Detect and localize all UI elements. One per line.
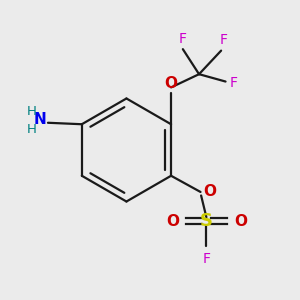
Text: O: O bbox=[203, 184, 216, 200]
Text: F: F bbox=[202, 252, 210, 266]
Text: S: S bbox=[200, 212, 213, 230]
Text: F: F bbox=[230, 76, 237, 90]
Text: O: O bbox=[166, 214, 179, 229]
Text: H: H bbox=[27, 123, 37, 136]
Text: O: O bbox=[165, 76, 178, 91]
Text: F: F bbox=[179, 32, 187, 46]
Text: O: O bbox=[234, 214, 247, 229]
Text: F: F bbox=[220, 33, 227, 47]
Text: H: H bbox=[27, 105, 37, 118]
Text: N: N bbox=[34, 112, 47, 127]
